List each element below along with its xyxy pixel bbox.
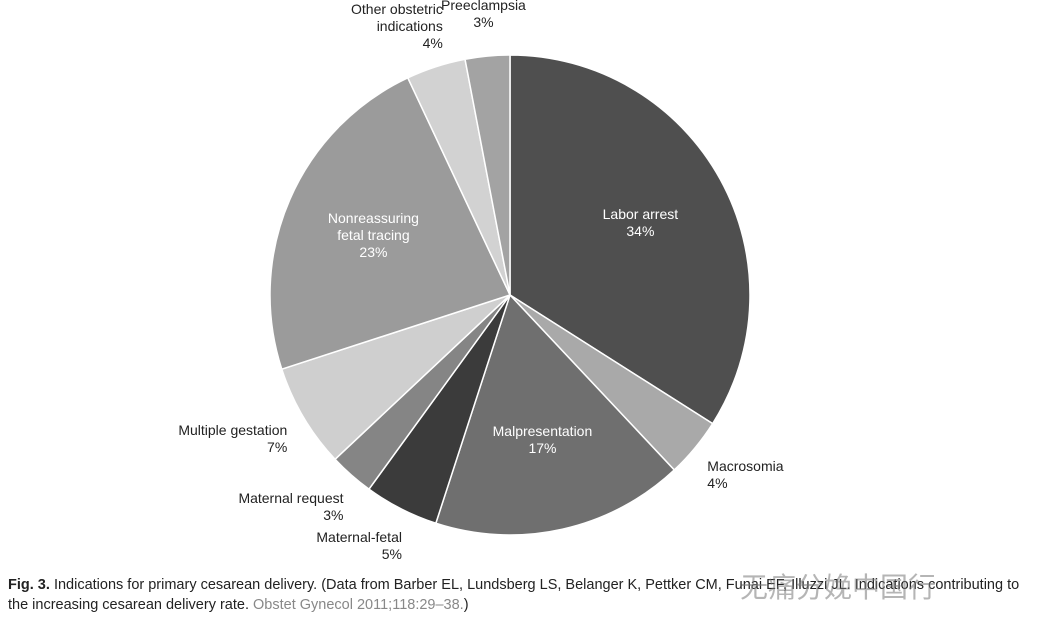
value-label: 17% xyxy=(528,440,557,457)
slice-label-box: Malpresentation 17% xyxy=(457,410,627,470)
slice-label-box: Macrosomia 4% xyxy=(707,445,877,505)
value-label: 3% xyxy=(323,506,344,523)
caption: Fig. 3. Indications for primary cesarean… xyxy=(8,575,1028,615)
category-label: Labor arrest xyxy=(602,206,679,223)
category-label: Maternal-fetal xyxy=(316,529,402,546)
caption-end: ) xyxy=(463,597,469,613)
pie-slice xyxy=(280,294,511,461)
category-label: Multiple gestation xyxy=(178,421,288,438)
pie-slice xyxy=(434,293,676,536)
slice-label-box: Nonreassuring fetal tracing 23% xyxy=(288,206,458,266)
category-label: Preeclampsia xyxy=(441,0,526,14)
caption-source: Obstet Gynecol 2011;118:29–38. xyxy=(253,597,464,613)
slice-label-box: Other obstetric indications 4% xyxy=(273,0,443,57)
slice-label-box: Multiple gestation 7% xyxy=(117,409,287,469)
value-label: 3% xyxy=(473,14,494,31)
watermark: 无痛分娩中国行 xyxy=(740,572,937,603)
category-label: Malpresentation xyxy=(492,423,593,440)
slice-label-box: Preeclampsia 3% xyxy=(398,0,568,44)
category-label: Nonreassuring fetal tracing xyxy=(327,210,419,244)
category-label: Other obstetric indications xyxy=(351,1,443,35)
value-label: 7% xyxy=(267,438,288,455)
slice-label-box: Maternal request 3% xyxy=(174,477,344,537)
pie-slice xyxy=(509,54,751,425)
value-label: 4% xyxy=(422,35,443,52)
value-label: 4% xyxy=(707,474,728,491)
value-label: 34% xyxy=(626,223,655,240)
caption-text: Indications for primary cesarean deliver… xyxy=(8,577,1020,613)
value-label: 23% xyxy=(359,244,388,261)
chart: Labor arrest34%Macrosomia4%Malpresentati… xyxy=(117,0,877,570)
pie-slice xyxy=(269,76,512,371)
pie-slice xyxy=(464,54,511,296)
category-label: Maternal request xyxy=(238,489,344,506)
caption-label: Fig. 3. xyxy=(8,577,50,593)
slice-label-box: Maternal-fetal 5% xyxy=(232,516,402,570)
slice-label-box: Labor arrest 34% xyxy=(555,193,725,253)
value-label: 5% xyxy=(381,546,402,563)
category-label: Macrosomia xyxy=(707,457,784,474)
